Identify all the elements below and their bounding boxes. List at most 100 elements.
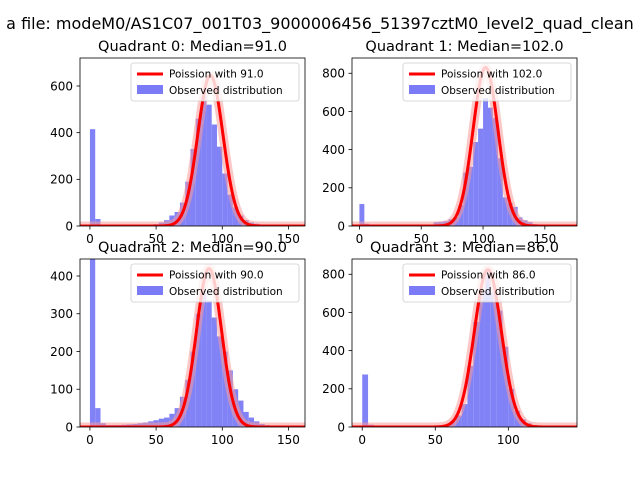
- x-tick-label: 0: [86, 433, 94, 447]
- plot-marks: [80, 259, 305, 427]
- histogram-bar: [490, 292, 497, 427]
- legend-poisson-label: Poission with 86.0: [441, 270, 536, 282]
- legend: Poission with 86.0 Observed distribution: [402, 263, 572, 303]
- legend-observed-swatch: [137, 286, 163, 295]
- histogram-bar: [222, 173, 228, 226]
- histogram-bar: [201, 292, 207, 427]
- x-tick-label: 50: [414, 232, 429, 246]
- x-tick-label: 100: [497, 433, 520, 447]
- subplot-title: Quadrant 0: Median=91.0: [98, 39, 287, 55]
- legend-box: [402, 263, 572, 303]
- y-tick-label: 400: [322, 143, 345, 157]
- histogram-bar: [461, 404, 468, 427]
- y-tick-label: 0: [65, 219, 73, 233]
- legend-poisson-label: Poission with 90.0: [169, 270, 264, 282]
- histogram-bar: [497, 158, 503, 226]
- x-tick-label: 50: [148, 433, 163, 447]
- y-tick-label: 200: [322, 181, 345, 195]
- histogram-bar: [216, 336, 223, 427]
- legend: Poission with 90.0 Observed distribution: [130, 263, 300, 303]
- y-tick-label: 600: [322, 105, 345, 119]
- subplot-quadrant-1: 0 50 100 150 0 200 400 600 800 Quadrant 1: Median…: [322, 39, 578, 246]
- x-tick-label: 150: [533, 232, 556, 246]
- histogram-bar: [95, 408, 101, 427]
- legend-box: [130, 263, 300, 303]
- histogram-bar: [211, 317, 217, 427]
- subplot-quadrant-3: 0 50 100 0 200 400 600 800 Quadrant 3: Median=86…: [322, 240, 578, 447]
- legend-observed-swatch: [409, 85, 435, 94]
- histogram-bar: [484, 274, 491, 427]
- legend-observed-label: Observed distribution: [169, 286, 283, 298]
- subplot-quadrant-0: 0 50 100 150 0 200 400 600 Quadrant 0: Median=91…: [50, 39, 306, 246]
- histogram-bar: [201, 96, 207, 226]
- x-tick-label: 150: [277, 433, 300, 447]
- histogram-bar: [492, 118, 498, 226]
- histogram-bar: [206, 104, 212, 226]
- subplot-title: Quadrant 3: Median=86.0: [370, 240, 559, 256]
- histogram-bar: [195, 118, 202, 226]
- x-tick-label: 0: [86, 232, 94, 246]
- subplot-title: Quadrant 1: Median=102.0: [365, 39, 563, 55]
- histogram-bar: [487, 107, 493, 226]
- x-tick-label: 150: [277, 232, 300, 246]
- legend-observed-label: Observed distribution: [169, 85, 283, 97]
- histogram-bar: [502, 346, 509, 427]
- x-tick-label: 0: [358, 433, 366, 447]
- histogram-bar: [359, 204, 365, 226]
- y-tick-label: 600: [322, 306, 345, 320]
- x-tick-label: 100: [211, 433, 234, 447]
- y-tick-label: 100: [50, 383, 73, 397]
- histogram-bar: [479, 289, 485, 427]
- histogram-bar: [496, 310, 503, 427]
- y-tick-label: 800: [322, 268, 345, 282]
- axes-frame: [79, 57, 306, 227]
- figure-suptitle: a file: modeM0/AS1C07_001T03_9000006456_…: [6, 14, 634, 34]
- histogram-bar: [483, 98, 488, 226]
- legend: Poission with 91.0 Observed distribution: [130, 62, 300, 102]
- x-tick-label: 50: [148, 232, 163, 246]
- histogram-bar: [206, 300, 212, 427]
- histogram-bar: [478, 128, 484, 226]
- histogram-bar: [222, 351, 228, 427]
- y-tick-label: 200: [50, 345, 73, 359]
- legend-observed-swatch: [409, 286, 435, 295]
- histogram-bar: [195, 313, 202, 427]
- histogram-bar: [467, 365, 474, 427]
- y-tick-label: 400: [50, 126, 73, 140]
- x-tick-label: 100: [211, 232, 234, 246]
- legend-box: [130, 62, 300, 102]
- subplot-title: Quadrant 2: Median=90.0: [98, 240, 287, 256]
- y-tick-label: 400: [50, 269, 73, 283]
- y-tick-label: 300: [50, 307, 73, 321]
- legend-poisson-label: Poission with 91.0: [169, 69, 264, 81]
- x-tick-label: 100: [472, 232, 495, 246]
- y-tick-label: 400: [322, 344, 345, 358]
- legend-observed-label: Observed distribution: [441, 286, 555, 298]
- histogram-bar: [89, 259, 96, 427]
- poisson-curve: [80, 266, 305, 427]
- x-tick-label: 50: [428, 433, 443, 447]
- legend: Poission with 102.0 Observed distribution: [402, 62, 572, 102]
- axes-frame: [351, 57, 578, 227]
- histogram-bar: [211, 124, 217, 226]
- histogram-bar: [473, 322, 480, 427]
- y-tick-label: 200: [322, 382, 345, 396]
- histogram-bar: [243, 411, 249, 427]
- legend-observed-swatch: [137, 85, 163, 94]
- x-tick-label: 0: [356, 232, 364, 246]
- histogram-bar: [468, 166, 474, 226]
- histogram-bar: [502, 197, 508, 226]
- legend-observed-label: Observed distribution: [441, 85, 555, 97]
- histogram-bar: [89, 129, 96, 226]
- histogram-bar: [473, 142, 479, 226]
- histogram-bar: [216, 146, 223, 226]
- y-tick-label: 800: [322, 67, 345, 81]
- histogram-bar: [190, 351, 196, 427]
- histogram-bar: [362, 374, 369, 427]
- axes-frame: [351, 258, 578, 428]
- y-tick-label: 0: [337, 219, 345, 233]
- histogram-bar: [227, 194, 233, 226]
- subplot-quadrant-2: 0 50 100 150 0 100 200 300 400 Quadrant 2: Median…: [50, 240, 306, 447]
- legend-box: [402, 62, 572, 102]
